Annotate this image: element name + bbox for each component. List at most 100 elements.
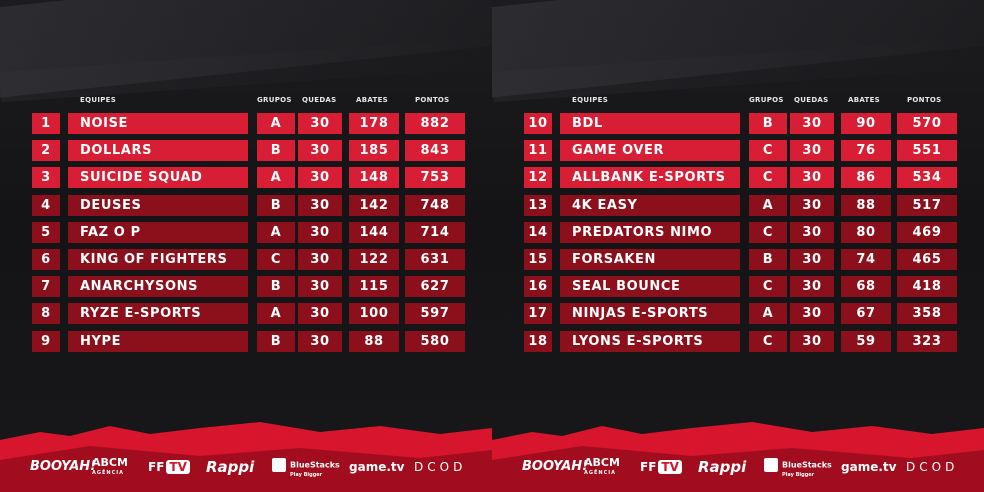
points-cell: 469 [897,221,957,243]
bluestacks-logo: BlueStacks Play Bigger [272,458,340,484]
group-cell: B [257,276,295,298]
team-name-cell: RYZE E-SPORTS [68,303,248,325]
header-points: PONTOS [415,96,450,104]
header-points: PONTOS [907,96,942,104]
team-name-cell: 4K EASY [560,194,740,216]
rank-cell: 1 [32,113,60,134]
bluestacks-icon [764,458,778,472]
table-row: 2 DOLLARS B 30 185 843 [0,140,492,162]
table-row: 8 RYZE E-SPORTS A 30 100 597 [0,303,492,325]
team-name-cell: HYPE [68,330,248,352]
rank-cell: 10 [524,113,552,134]
table-row: 14 PREDATORS NIMO C 30 80 469 [492,221,984,243]
drops-cell: 30 [790,140,834,162]
group-cell: B [257,330,295,352]
table-row: 13 4K EASY A 30 88 517 [492,194,984,216]
sponsor-logos: BOOYAH! ABCM AGÊNCIA FF TV Rappi BlueStack… [0,454,492,480]
kills-cell: 90 [841,113,891,134]
table-row: 7 ANARCHYSONS B 30 115 627 [0,276,492,298]
points-cell: 358 [897,303,957,325]
kills-cell: 86 [841,167,891,189]
header-drops: QUEDAS [302,96,337,104]
group-cell: B [749,249,787,270]
group-cell: A [257,113,295,134]
points-cell: 843 [405,140,465,162]
team-name-cell: SUICIDE SQUAD [68,167,248,189]
drops-cell: 30 [790,167,834,189]
points-cell: 323 [897,330,957,352]
rank-cell: 12 [524,167,552,189]
header-group: GRUPOS [749,96,784,104]
points-cell: 534 [897,167,957,189]
kills-cell: 142 [349,194,399,216]
group-cell: B [257,194,295,216]
kills-cell: 80 [841,221,891,243]
points-cell: 517 [897,194,957,216]
table-row: 1 NOISE A 30 178 882 [0,113,492,134]
group-cell: A [257,167,295,189]
rank-cell: 11 [524,140,552,162]
team-name-cell: GAME OVER [560,140,740,162]
points-cell: 753 [405,167,465,189]
drops-cell: 30 [298,303,342,325]
table-row: 6 KING OF FIGHTERS C 30 122 631 [0,249,492,270]
drops-cell: 30 [298,221,342,243]
points-cell: 627 [405,276,465,298]
drops-cell: 30 [298,276,342,298]
team-name-cell: LYONS E-SPORTS [560,330,740,352]
drops-cell: 30 [790,276,834,298]
rank-cell: 9 [32,330,60,352]
drops-cell: 30 [298,140,342,162]
group-cell: C [257,249,295,270]
kills-cell: 144 [349,221,399,243]
group-cell: C [749,167,787,189]
booyah-logo: BOOYAH! [522,459,589,474]
team-name-cell: ALLBANK E-SPORTS [560,167,740,189]
table-row: 16 SEAL BOUNCE C 30 68 418 [492,276,984,298]
rank-cell: 3 [32,167,60,189]
kills-cell: 88 [841,194,891,216]
table-row: 11 GAME OVER C 30 76 551 [492,140,984,162]
table-row: 5 FAZ O P A 30 144 714 [0,221,492,243]
kills-cell: 178 [349,113,399,134]
rank-cell: 8 [32,303,60,325]
rank-cell: 13 [524,194,552,216]
points-cell: 882 [405,113,465,134]
sponsor-logos: BOOYAH! ABCM AGÊNCIA FF TV Rappi BlueStack… [492,454,984,480]
drops-cell: 30 [790,194,834,216]
drops-cell: 30 [790,330,834,352]
gametv-logo: game.tv [349,460,405,474]
group-cell: A [257,221,295,243]
drops-cell: 30 [298,113,342,134]
team-name-cell: NINJAS E-SPORTS [560,303,740,325]
team-name-cell: BDL [560,113,740,134]
header-group: GRUPOS [257,96,292,104]
points-cell: 570 [897,113,957,134]
bluestacks-logo: BlueStacks Play Bigger [764,458,832,484]
group-cell: B [749,113,787,134]
booyah-logo: BOOYAH! [30,459,97,474]
drops-cell: 30 [790,221,834,243]
rank-cell: 15 [524,249,552,270]
drops-cell: 30 [790,249,834,270]
points-cell: 418 [897,276,957,298]
points-cell: 551 [897,140,957,162]
rank-cell: 5 [32,221,60,243]
abcm-logo: ABCM AGÊNCIA [584,456,620,476]
drops-cell: 30 [298,249,342,270]
team-name-cell: PREDATORS NIMO [560,221,740,243]
table-row: 4 DEUSES B 30 142 748 [0,194,492,216]
abcm-logo: ABCM AGÊNCIA [92,456,128,476]
group-cell: B [257,140,295,162]
rank-cell: 16 [524,276,552,298]
dcod-logo: DCOD [906,460,959,474]
column-headers: EQUIPES GRUPOS QUEDAS ABATES PONTOS [0,96,492,108]
table-row: 17 NINJAS E-SPORTS A 30 67 358 [492,303,984,325]
table-row: 18 LYONS E-SPORTS C 30 59 323 [492,330,984,352]
standings-panel-right: EQUIPES GRUPOS QUEDAS ABATES PONTOS 10 BD… [492,0,984,492]
table-row: 15 FORSAKEN B 30 74 465 [492,249,984,270]
drops-cell: 30 [298,167,342,189]
drops-cell: 30 [298,330,342,352]
rank-cell: 14 [524,221,552,243]
team-name-cell: ANARCHYSONS [68,276,248,298]
